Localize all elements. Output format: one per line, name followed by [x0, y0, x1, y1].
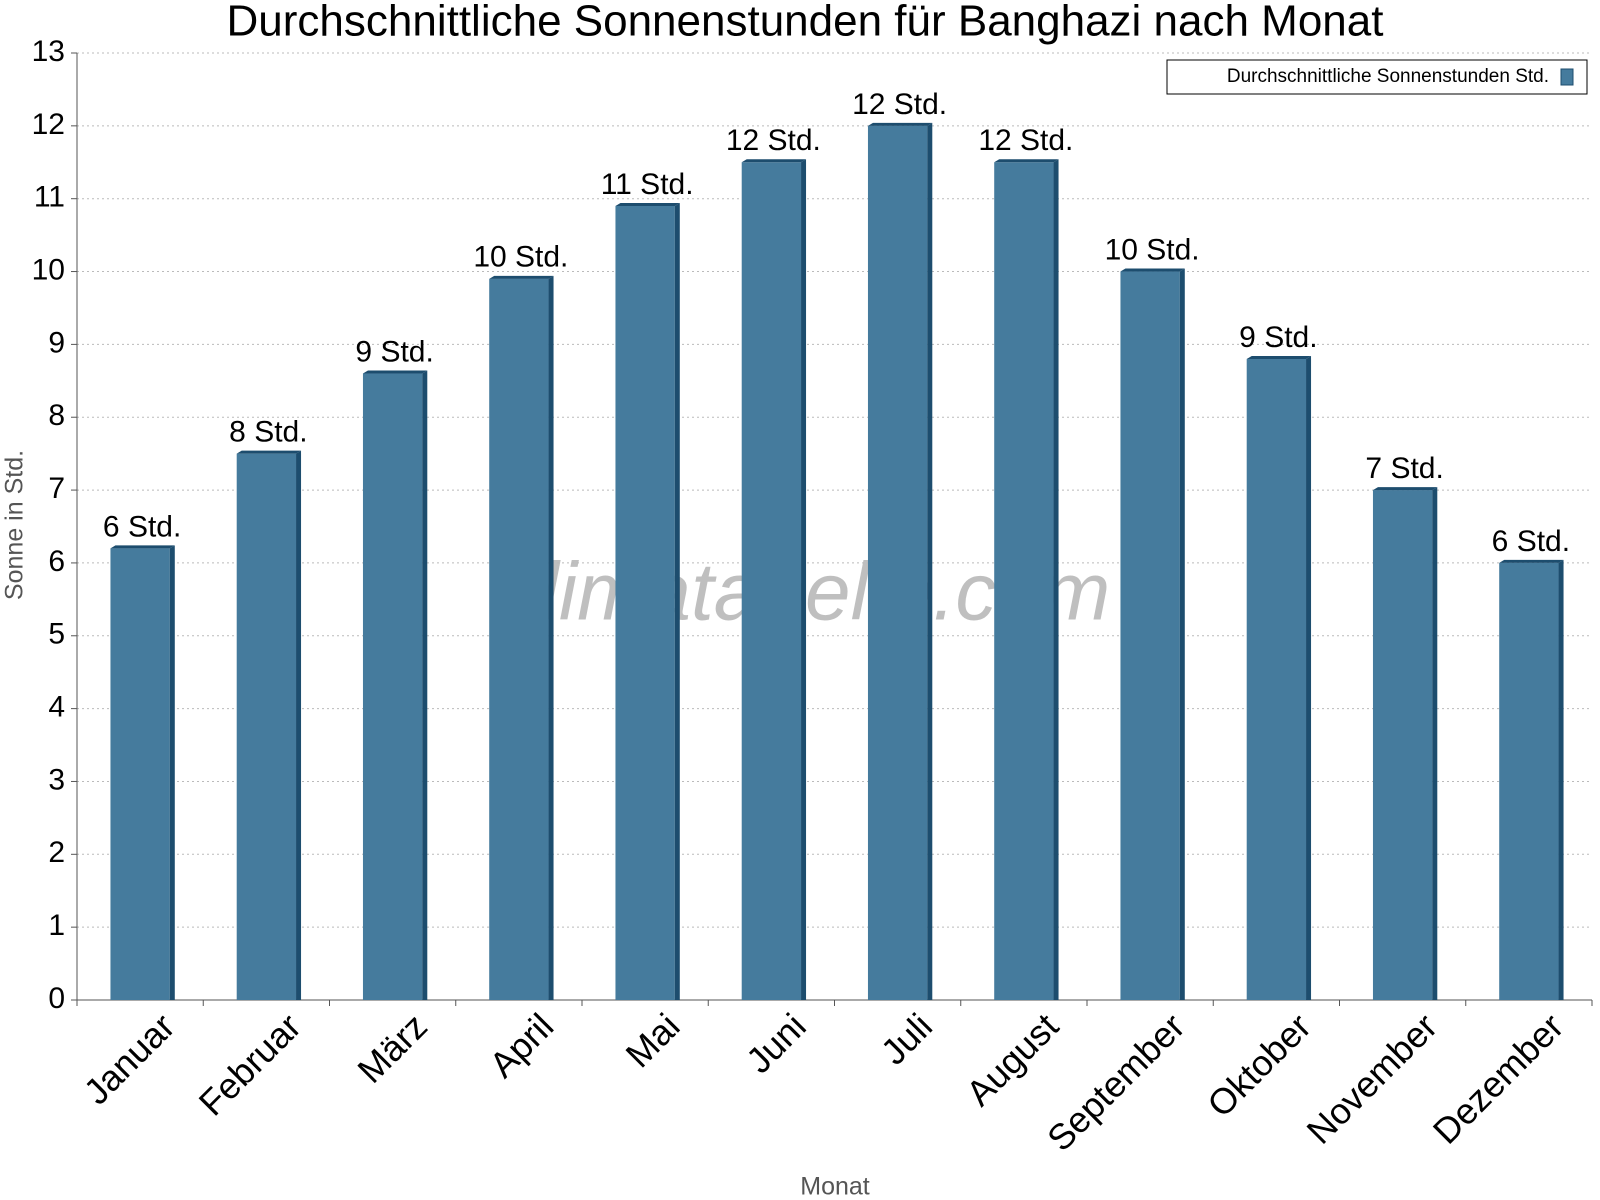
x-tick-label: August — [958, 1005, 1066, 1113]
bar-top — [741, 159, 807, 163]
bar — [236, 453, 297, 1001]
bar-side — [801, 159, 807, 1000]
x-tick-label: März — [349, 1005, 435, 1091]
y-tick-label: 3 — [48, 763, 65, 796]
bar-side — [296, 450, 302, 1001]
bar-top — [994, 159, 1059, 163]
bar-top — [1120, 268, 1185, 272]
bar — [1246, 358, 1307, 1000]
data-label: 7 Std. — [1365, 452, 1443, 485]
bar-side — [548, 275, 554, 1000]
bar — [489, 278, 549, 1000]
bar-side — [674, 202, 680, 1000]
y-tick-label: 6 — [48, 545, 65, 578]
x-tick-label: Januar — [76, 1005, 183, 1112]
x-tick-label: Juni — [738, 1005, 814, 1081]
bar-top — [1372, 487, 1438, 491]
bar — [741, 162, 802, 1000]
bar-top — [615, 202, 680, 206]
bar — [867, 125, 928, 1001]
y-axis-title: Sonne in Std. — [1, 450, 29, 600]
bar — [1120, 271, 1180, 1000]
bar — [615, 205, 675, 1000]
bar-side — [1432, 487, 1438, 1001]
bar-top — [362, 370, 428, 374]
x-tick-label: Dezember — [1425, 1005, 1571, 1151]
y-tick-label: 5 — [48, 618, 65, 651]
bar-side — [1179, 268, 1185, 1000]
x-tick-label: November — [1299, 1005, 1445, 1151]
data-label: 6 Std. — [1492, 525, 1570, 558]
bar-side — [1053, 159, 1059, 1000]
x-tick-label: Oktober — [1199, 1005, 1319, 1125]
bar-top — [867, 122, 933, 126]
bar — [1372, 490, 1433, 1000]
bar-side — [422, 370, 428, 1000]
y-tick-label: 1 — [48, 909, 65, 942]
bar-top — [489, 275, 554, 279]
data-label: 6 Std. — [103, 510, 181, 543]
bar-top — [110, 545, 175, 549]
y-tick-label: 10 — [32, 253, 65, 286]
data-label: 12 Std. — [852, 88, 947, 121]
legend-swatch — [1560, 68, 1574, 86]
data-label: 8 Std. — [229, 416, 307, 449]
bar-side — [1306, 355, 1312, 1000]
x-tick-label: April — [481, 1005, 561, 1085]
data-label: 10 Std. — [473, 241, 568, 274]
legend-box — [1166, 59, 1588, 95]
x-tick-label: September — [1039, 1005, 1193, 1159]
bar — [994, 162, 1054, 1000]
chart-title: Durchschnittliche Sonnenstunden für Bang… — [227, 0, 1384, 46]
y-tick-label: 11 — [34, 181, 65, 214]
bar — [110, 548, 170, 1000]
y-tick-label: 0 — [48, 982, 65, 1015]
data-label: 11 Std. — [601, 168, 694, 201]
y-tick-label: 12 — [32, 108, 65, 141]
data-label: 9 Std. — [355, 335, 433, 368]
data-label: 12 Std. — [726, 124, 821, 157]
x-tick-label: Februar — [191, 1005, 309, 1123]
bar-side — [1558, 559, 1564, 1000]
bar-side — [927, 122, 933, 1001]
legend-label: Durchschnittliche Sonnenstunden Std. — [1227, 66, 1549, 87]
y-tick-label: 7 — [48, 472, 65, 505]
y-tick-label: 2 — [48, 836, 65, 869]
y-tick-label: 4 — [48, 691, 65, 724]
x-tick-label: Juli — [873, 1005, 940, 1072]
bar-side — [169, 545, 175, 1000]
bar-top — [1499, 559, 1564, 563]
data-label: 9 Std. — [1239, 321, 1317, 354]
bar-top — [1246, 355, 1312, 359]
y-tick-label: 8 — [48, 399, 65, 432]
bar — [1499, 562, 1559, 1000]
bar — [362, 373, 423, 1000]
y-tick-label: 13 — [32, 35, 65, 68]
data-label: 12 Std. — [978, 124, 1073, 157]
data-label: 10 Std. — [1105, 233, 1200, 266]
y-tick-label: 9 — [48, 326, 65, 359]
x-axis-title: Monat — [800, 1173, 870, 1200]
bar-top — [236, 450, 302, 454]
x-tick-label: Mai — [617, 1005, 687, 1075]
